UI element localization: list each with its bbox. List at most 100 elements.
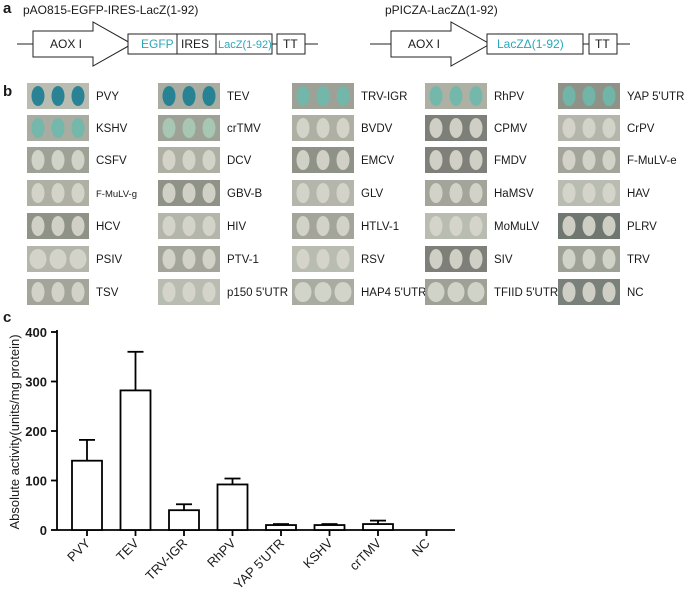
construct1-terminator-box [276, 33, 306, 55]
yeast-spot [469, 216, 483, 236]
yeast-spot [162, 183, 176, 203]
yeast-spot [182, 183, 196, 203]
x-tick-label: YAP 5'UTR [231, 536, 287, 591]
construct1-ires: IRES [181, 37, 209, 51]
yeast-spot [582, 249, 596, 269]
strain-label: PVY [96, 91, 119, 103]
yeast-spot [602, 282, 616, 302]
yeast-spot [182, 150, 196, 170]
strain-label: DCV [227, 155, 252, 167]
yeast-spot [602, 249, 616, 269]
yeast-spot [31, 86, 45, 106]
strain-label: GLV [361, 188, 383, 200]
construct1-promoter-label: AOX I [50, 37, 82, 51]
strain-label: TSV [96, 287, 119, 299]
yeast-spot [294, 282, 312, 302]
yeast-spot [162, 86, 176, 106]
yeast-spot [336, 150, 350, 170]
strain-label: F-MuLV-e [627, 155, 677, 167]
x-tick-label: PVY [64, 535, 93, 564]
construct2-terminator: TT [595, 37, 610, 51]
y-tick-label: 0 [40, 523, 47, 538]
yeast-spot [602, 150, 616, 170]
strain-label: FMDV [494, 155, 527, 167]
strain-label: BVDV [361, 123, 393, 135]
y-tick-label: 100 [25, 474, 47, 489]
yeast-spot [602, 86, 616, 106]
yeast-spot [602, 216, 616, 236]
yeast-spot [336, 216, 350, 236]
bar [71, 459, 103, 531]
yeast-spot [449, 86, 463, 106]
y-tick-label: 300 [25, 375, 47, 390]
yeast-spot [316, 86, 330, 106]
strain-label: HTLV-1 [361, 221, 399, 233]
yeast-spot [71, 282, 85, 302]
bar [119, 389, 152, 531]
yeast-spot [336, 86, 350, 106]
bar [362, 523, 394, 531]
panel-c-label: c [3, 309, 11, 326]
yeast-spot [336, 118, 350, 138]
strain-label: HAP4 5'UTR [361, 287, 426, 299]
yeast-spot [31, 150, 45, 170]
yeast-spot [469, 150, 483, 170]
yeast-spot [296, 118, 310, 138]
yeast-spot [202, 150, 216, 170]
yeast-spot [449, 249, 463, 269]
yeast-spot [427, 282, 445, 302]
yeast-spot [51, 183, 65, 203]
yeast-spot [51, 118, 65, 138]
yeast-spot [29, 249, 47, 269]
yeast-spot [429, 216, 443, 236]
construct2-promoter-arrow [390, 21, 492, 67]
yeast-spot [336, 183, 350, 203]
yeast-spot [316, 183, 330, 203]
yeast-spot [202, 282, 216, 302]
yeast-spot [31, 216, 45, 236]
x-tick-label: RhPV [204, 535, 239, 570]
yeast-spot [296, 150, 310, 170]
yeast-spot [467, 282, 485, 302]
construct1-gene-box [127, 33, 273, 55]
x-tick-label: TRV-IGR [142, 536, 190, 584]
strain-label: TFIID 5'UTR [494, 287, 558, 299]
yeast-spot [182, 282, 196, 302]
construct2-title: pPICZA-LacZΔ(1-92) [385, 3, 498, 17]
strain-label: HAV [627, 188, 650, 200]
yeast-spot [162, 216, 176, 236]
yeast-spot [31, 118, 45, 138]
yeast-spot [71, 183, 85, 203]
yeast-spot [49, 249, 67, 269]
yeast-spot [296, 86, 310, 106]
yeast-spot [162, 282, 176, 302]
strain-label: CrPV [627, 123, 655, 135]
strain-label: NC [627, 287, 644, 299]
yeast-spot [469, 86, 483, 106]
bar [168, 509, 200, 531]
yeast-spot [202, 86, 216, 106]
panel-a-label: a [3, 0, 12, 17]
strain-label: HIV [227, 221, 247, 233]
strain-label: CSFV [96, 155, 127, 167]
yeast-spot [202, 183, 216, 203]
strain-label: KSHV [96, 123, 128, 135]
strain-label: TRV-IGR [361, 91, 407, 103]
x-tick-label: KSHV [300, 535, 336, 571]
yeast-spot [602, 183, 616, 203]
yeast-spot [314, 282, 332, 302]
yeast-spot [449, 118, 463, 138]
yeast-spot [469, 118, 483, 138]
construct2-lacz: LacZΔ(1-92) [497, 37, 564, 51]
strain-label: p150 5'UTR [227, 287, 288, 299]
yeast-spot [469, 249, 483, 269]
yeast-spot [336, 249, 350, 269]
strain-label: HaMSV [494, 188, 534, 200]
yeast-spot [429, 249, 443, 269]
yeast-spot [449, 216, 463, 236]
strain-label: PLRV [627, 221, 657, 233]
yeast-spot [162, 150, 176, 170]
strain-label: MoMuLV [494, 221, 539, 233]
y-tick-label: 400 [25, 325, 47, 340]
